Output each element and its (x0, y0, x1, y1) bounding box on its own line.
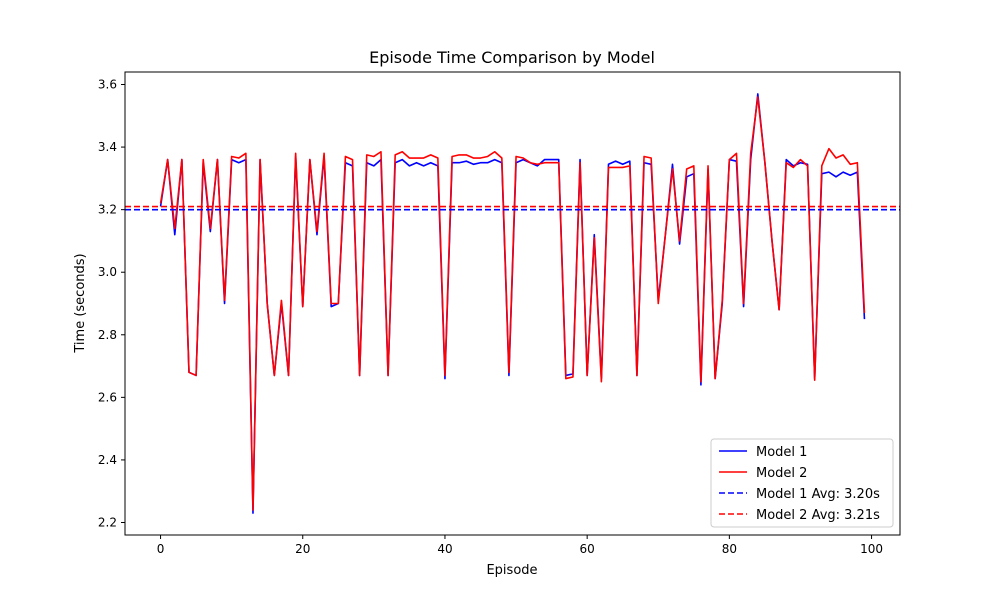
y-tick-label: 3.4 (98, 140, 117, 154)
series-line-2 (159, 96, 866, 511)
x-axis-label: Episode (486, 563, 537, 578)
y-axis: 2.2 2.4 2.6 2.8 3.0 3.2 3.4 3.6 (98, 78, 125, 529)
legend-label: Model 2 (756, 466, 807, 481)
chart-title: Episode Time Comparison by Model (369, 48, 655, 67)
x-tick-label: 0 (157, 542, 165, 556)
y-tick-label: 2.8 (98, 328, 117, 342)
legend-label: Model 1 (756, 445, 807, 460)
x-tick-label: 80 (722, 542, 737, 556)
x-tick-label: 40 (437, 542, 452, 556)
legend-label: Model 2 Avg: 3.21s (756, 508, 880, 523)
legend-label: Model 1 Avg: 3.20s (756, 487, 880, 502)
y-tick-label: 2.4 (98, 453, 117, 467)
x-axis: 0 20 40 60 80 100 (157, 535, 883, 556)
plot-area (124, 71, 901, 536)
y-axis-label: Time (seconds) (73, 253, 88, 353)
legend: Model 1 Model 2 Model 1 Avg: 3.20s Model 2 … (710, 438, 894, 528)
y-tick-label: 3.0 (98, 265, 117, 279)
x-tick-label: 20 (295, 542, 310, 556)
y-tick-label: 2.2 (98, 515, 117, 529)
legend-box (710, 438, 894, 528)
x-tick-label: 60 (580, 542, 595, 556)
y-tick-label: 3.6 (98, 78, 117, 92)
x-tick-label: 100 (860, 542, 883, 556)
y-tick-label: 3.2 (98, 203, 117, 217)
plot-frame (124, 71, 901, 536)
y-tick-label: 2.6 (98, 390, 117, 404)
